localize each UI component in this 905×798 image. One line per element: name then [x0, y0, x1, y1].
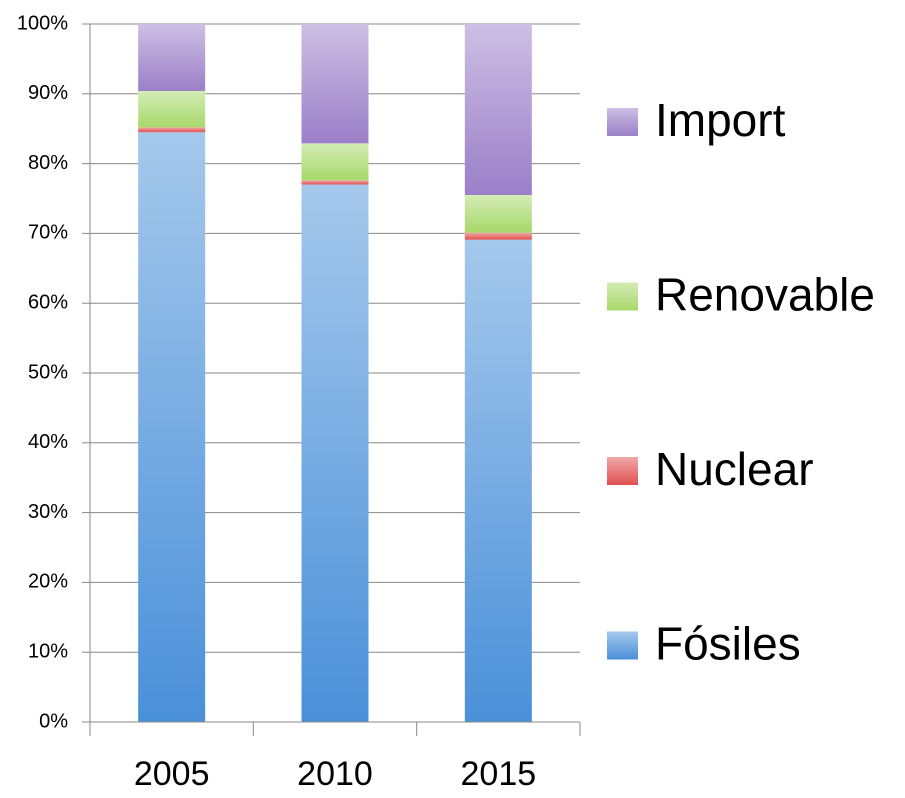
bar-segment: [464, 239, 532, 722]
legend-swatch: [607, 457, 638, 485]
legend-swatch: [607, 108, 638, 136]
legend-swatch: [607, 282, 638, 311]
x-tick-label: 2010: [297, 755, 373, 793]
y-tick-label: 0%: [39, 710, 68, 732]
y-tick-label: 80%: [28, 152, 68, 174]
y-tick-label: 30%: [28, 501, 68, 523]
y-tick-label: 90%: [28, 82, 68, 104]
legend-label: Renovable: [655, 269, 875, 321]
legend-label: Nuclear: [655, 443, 814, 495]
bar-segment: [301, 24, 369, 144]
bar-segment: [138, 132, 206, 722]
legend-swatch: [607, 631, 638, 660]
bar-segment: [464, 24, 532, 196]
bar-segment: [301, 184, 369, 723]
y-tick-label: 50%: [28, 361, 68, 383]
bar-segment: [301, 143, 369, 181]
y-tick-label: 60%: [28, 291, 68, 313]
bar-segment: [138, 91, 206, 128]
bar-segment: [138, 127, 206, 133]
bar-segment: [138, 24, 206, 92]
bar-segment: [464, 195, 532, 233]
y-tick-label: 100%: [17, 12, 68, 34]
y-tick-label: 10%: [28, 640, 68, 662]
bar-segment: [464, 232, 532, 240]
x-tick-label: 2005: [134, 755, 210, 793]
y-tick-label: 20%: [28, 571, 68, 593]
y-tick-label: 40%: [28, 431, 68, 453]
legend-label: Fósiles: [655, 618, 801, 670]
legend-label: Import: [655, 94, 786, 146]
bar-segment: [301, 180, 369, 185]
y-tick-label: 70%: [28, 222, 68, 244]
x-tick-label: 2015: [461, 755, 537, 793]
